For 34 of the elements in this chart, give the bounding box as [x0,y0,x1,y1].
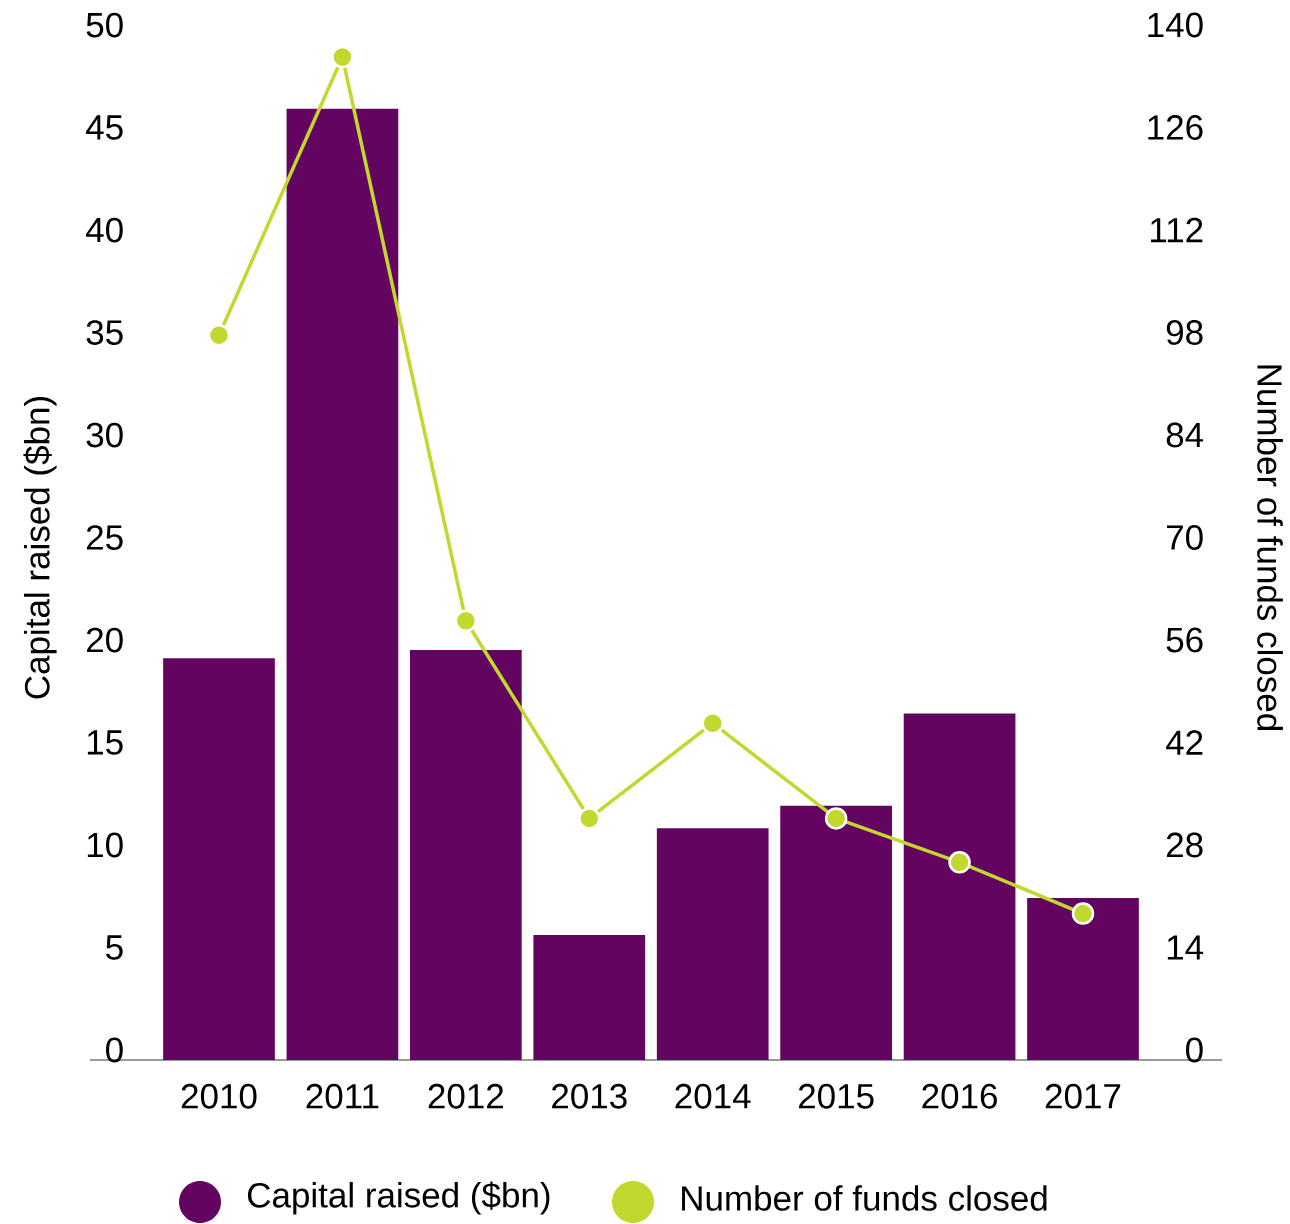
x-tick-label: 2016 [922,1083,997,1109]
y-tick-label: 45 [86,115,123,140]
y-tick-label: 40 [86,217,123,243]
y-tick-label: 50 [86,12,123,38]
y2-tick-label: 14 [1167,935,1204,960]
y2-tick-label: 84 [1166,422,1204,448]
y-tick-label: 5 [106,935,123,960]
y2-tick-label: 42 [1165,730,1203,755]
y2-tick-label: 70 [1166,525,1203,550]
x-tick-label: 2013 [552,1083,627,1109]
y-tick-label: 35 [86,320,123,345]
y-tick-label: 30 [86,422,123,448]
y-tick-label: 15 [87,730,123,755]
legend-label: Capital raised ($bn) [247,1181,550,1215]
x-tick-label: 2017 [1045,1083,1121,1109]
y2-tick-label: 126 [1148,115,1203,140]
y-tick-label: 25 [86,525,123,550]
y2-tick-label: 56 [1166,627,1203,653]
legend-label: Number of funds closed [682,1185,1047,1211]
y2-tick-label: 140 [1148,12,1203,38]
y2-tick-label: 98 [1166,320,1203,345]
y2-tick-label: 28 [1166,832,1203,858]
y2-tick-label: 112 [1150,217,1203,243]
x-tick-label: 2011 [306,1083,379,1109]
y2-tick-label: 0 [1186,1037,1203,1063]
y-tick-label: 20 [86,627,123,653]
x-tick-label: 2014 [675,1083,751,1109]
y-tick-label: 0 [106,1037,123,1063]
x-tick-label: 2015 [798,1083,874,1109]
y-tick-label: 10 [87,832,123,858]
y2-axis-title: Number of funds closed [1257,365,1283,730]
x-tick-label: 2010 [181,1083,257,1109]
x-tick-label: 2012 [428,1083,503,1109]
y-axis-title: Capital raised ($bn) [23,397,57,699]
